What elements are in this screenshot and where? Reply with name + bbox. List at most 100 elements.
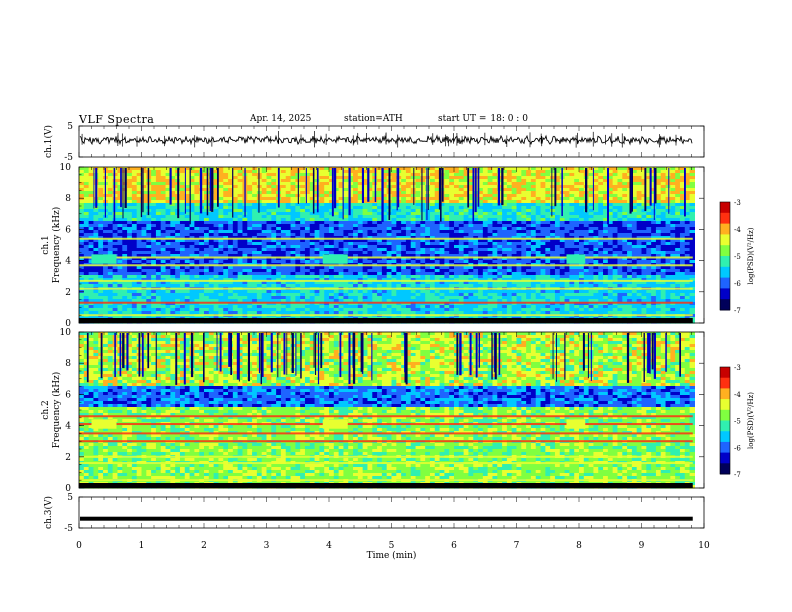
ch1-spectrogram-cell [377,203,383,207]
ch1-spectrogram-cell [449,173,455,177]
ch1-spectrogram-cell [256,227,263,231]
ch1-spectrogram-cell [333,221,340,225]
ch1-spectrogram-cell [314,215,320,219]
ch1-spectrogram-cell [564,224,570,228]
ch1-spectrogram-cell [141,218,147,222]
ch1-spectrogram-cell [631,191,638,195]
ch1-spectrogram-cell [107,221,114,225]
ch1-spectrogram-cell [348,230,354,234]
ch1-spectrogram-cell [304,182,311,186]
ch1-spectrogram-cell [425,206,431,210]
ch1-spectrogram-cell [189,227,195,231]
ch1-spectrogram-cell [271,188,277,192]
ch1-spectrogram-cell [429,188,436,192]
ch1-spectrogram-cell [593,176,599,180]
ch1-spectrogram-cell [348,200,354,204]
ch1-spectrogram-cell [213,173,220,177]
ch1-spectrogram-cell [583,212,590,216]
ch1-spectrogram-cell [348,170,354,174]
ch1-spectrogram-cell [280,200,287,204]
ch1-spectrogram-cell [300,179,306,183]
ch1-spectrogram-cell [223,182,229,186]
ch1-spectrogram-cell [170,179,176,183]
ch1-spectrogram-cell [449,185,455,189]
ch1-spectrogram-cell [237,218,244,222]
ch1-spectrogram-cell [593,209,599,213]
ch1-spectrogram-cell [285,188,292,192]
ch1-spectrogram-cell [333,197,340,201]
ch1-spectrogram-cell [564,170,570,174]
ch1-spectrogram-cell [237,188,244,192]
ch1-spectrogram-cell [391,179,397,183]
ch1-spectrogram-cell [454,203,460,207]
ch1-spectrogram-cell [223,224,229,228]
ch1-spectrogram-cell [482,227,489,231]
ch1-spectrogram-cell [362,203,369,207]
ch1-spectrogram-cell [329,185,335,189]
ch1-spectrogram-cell [319,176,325,180]
ch1-spectrogram-cell [228,197,234,201]
ch1-spectrogram-cell [617,170,623,174]
ch1-spectrogram-cell [189,203,195,207]
ch1-spectrogram-cell [631,167,638,171]
ch1-spectrogram-cell [622,221,628,225]
ch1-spectrogram-cell [646,212,652,216]
ch1-spectrogram-cell [641,167,647,171]
ch1-spectrogram-cell [377,188,383,192]
ch1-spectrogram-cell [444,200,450,204]
ch1-spectrogram-cell [266,209,272,213]
ch1-spectrogram-cell [401,173,407,177]
ch1-spectrogram-cell [304,188,311,192]
ch1-spectrogram-cell [516,200,522,204]
ch1-spectrogram-cell [631,182,638,186]
ch1-spectrogram-cell [285,206,292,210]
start-ut-text: start UT = [438,114,487,124]
ch1-spectrogram-cell [324,209,330,213]
ch1-spectrogram-cell [165,182,171,186]
ch1-spectrogram-cell [266,227,272,231]
ch1-spectrogram-cell [482,179,489,183]
ch1-spectrogram-cell [194,230,200,234]
ch1-spectrogram-cell [617,173,623,177]
ch1-spectrogram-cell [112,212,119,216]
ch1-spectrogram-cell [333,212,340,216]
ch1-spectrogram-cell [391,224,397,228]
ch1-spectrogram-cell [127,224,133,228]
ch1-spectrogram-cell [232,227,239,231]
ch1-spectrogram-cell [266,182,272,186]
ch1-spectrogram-cell [170,176,176,180]
ch1-spectrogram-cell [598,191,604,195]
ch1-spectrogram-cell [564,200,570,204]
ch1-spectrogram-cell [204,230,210,234]
ch1-spectrogram-cell [684,191,691,195]
ch1-spectrogram-cell [357,173,364,177]
ch1-spectrogram-cell [300,182,306,186]
ch1-spectrogram-cell [401,218,407,222]
ch1-spectrogram-cell [136,188,143,192]
ch1-spectrogram-cell [343,224,349,228]
ch1-spectrogram-cell [617,209,623,213]
ch1-spectrogram-cell [391,167,397,171]
ch1-spectrogram-cell [540,218,546,222]
ch1-spectrogram-cell [295,215,301,219]
ch1-spectrogram-cell [434,197,441,201]
ch1-spectrogram-cell [579,224,585,228]
ch1-spectrogram-cell [127,191,133,195]
ch1-spectrogram-cell [574,218,580,222]
ch1-spectrogram-cell [362,194,369,198]
ch1-spectrogram-cell [338,191,345,195]
ch1-spectrogram-cell [160,200,167,204]
ch1-spectrogram-cell [184,179,191,183]
ch1-spectrogram-cell [516,212,522,216]
ch1-spectrogram-cell [449,191,455,195]
ch1-spectrogram-cell [228,230,234,234]
ch1-spectrogram-cell [261,227,268,231]
ch1-spectrogram-cell [554,203,561,207]
ch1-spectrogram-cell [329,218,335,222]
ch1-spectrogram-cell [425,227,431,231]
ch1-spectrogram-cell [660,224,667,228]
ch1-spectrogram-cell [636,176,643,180]
ch1-spectrogram-cell [607,194,614,198]
ch1-spectrogram-cell [684,203,691,207]
ch1-spectrogram-cell [516,197,522,201]
